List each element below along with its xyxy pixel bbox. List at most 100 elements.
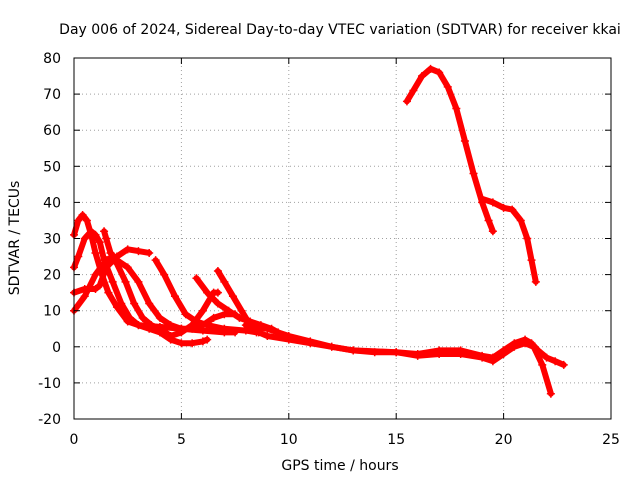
data-point-marker xyxy=(527,256,536,265)
data-point-marker xyxy=(402,97,411,106)
data-point-marker xyxy=(235,313,244,322)
data-point-marker xyxy=(166,321,175,330)
data-point-marker xyxy=(241,321,250,330)
data-point-marker xyxy=(546,389,555,398)
data-point-marker xyxy=(134,321,143,330)
data-point-marker xyxy=(488,227,497,236)
data-point-marker xyxy=(80,234,89,243)
data-point-marker xyxy=(499,203,508,212)
data-point-marker xyxy=(306,337,315,346)
data-point-marker xyxy=(192,274,201,283)
data-point-marker xyxy=(160,270,169,279)
data-point-marker xyxy=(443,82,452,91)
data-point-marker xyxy=(145,248,154,257)
data-point-marker xyxy=(125,313,134,322)
data-point-marker xyxy=(484,216,493,225)
y-tick-label: 30 xyxy=(43,232,61,248)
data-point-marker xyxy=(134,247,143,256)
data-point-marker xyxy=(220,310,229,319)
data-point-marker xyxy=(224,306,233,315)
data-point-marker xyxy=(95,281,104,290)
data-point-marker xyxy=(435,68,444,77)
data-point-marker xyxy=(121,277,130,286)
data-point-marker xyxy=(349,346,358,355)
data-point-marker xyxy=(456,350,465,359)
data-point-marker xyxy=(435,350,444,359)
data-point-marker xyxy=(112,256,121,265)
data-point-marker xyxy=(91,248,100,257)
data-point-marker xyxy=(80,292,89,301)
data-point-marker xyxy=(510,342,519,351)
data-point-marker xyxy=(166,331,175,340)
data-point-marker xyxy=(228,292,237,301)
data-point-marker xyxy=(460,137,469,146)
data-point-marker xyxy=(551,357,560,366)
data-point-marker xyxy=(237,306,246,315)
y-tick-label: -10 xyxy=(38,376,61,392)
data-point-marker xyxy=(123,263,132,272)
data-point-marker xyxy=(213,299,222,308)
data-point-marker xyxy=(478,194,487,203)
y-tick-label: 0 xyxy=(52,340,61,356)
data-point-marker xyxy=(102,256,111,265)
data-point-marker xyxy=(104,288,113,297)
data-point-marker xyxy=(102,234,111,243)
data-point-marker xyxy=(209,313,218,322)
data-point-marker xyxy=(263,331,272,340)
data-point-marker xyxy=(263,324,272,333)
data-point-marker xyxy=(188,324,197,333)
data-point-marker xyxy=(488,357,497,366)
data-point-marker xyxy=(155,313,164,322)
data-point-marker xyxy=(198,306,207,315)
data-point-marker xyxy=(91,270,100,279)
data-point-marker xyxy=(392,348,401,357)
data-point-marker xyxy=(87,227,96,236)
data-point-marker xyxy=(95,238,104,247)
axis-ticks: 0 5 10 15 20 25 -20 -10 0 10 20 30 40 50 60 70 80 xyxy=(38,51,620,448)
data-point-marker xyxy=(74,252,83,261)
x-tick-label: 5 xyxy=(177,432,186,448)
data-point-marker xyxy=(188,339,197,348)
data-point-marker xyxy=(220,277,229,286)
data-point-marker xyxy=(531,277,540,286)
data-point-marker xyxy=(409,86,418,95)
data-point-marker xyxy=(170,292,179,301)
data-point-marker xyxy=(123,245,132,254)
data-point-marker xyxy=(100,227,109,236)
y-tick-label: 20 xyxy=(43,268,61,284)
data-series xyxy=(70,64,568,398)
data-point-marker xyxy=(74,216,83,225)
data-point-marker xyxy=(151,256,160,265)
data-point-marker xyxy=(508,205,517,214)
y-axis-label: SDTVAR / TECUs xyxy=(7,181,23,296)
data-point-marker xyxy=(108,277,117,286)
data-point-marker xyxy=(155,324,164,333)
data-point-marker xyxy=(213,266,222,275)
data-point-marker xyxy=(117,299,126,308)
data-point-marker xyxy=(192,317,201,326)
data-point-marker xyxy=(203,321,212,330)
x-tick-label: 15 xyxy=(387,432,405,448)
data-point-marker xyxy=(452,104,461,113)
data-point-marker xyxy=(82,216,91,225)
data-point-marker xyxy=(529,342,538,351)
data-point-marker xyxy=(488,198,497,207)
data-point-marker xyxy=(413,351,422,360)
data-point-marker xyxy=(181,310,190,319)
data-point-marker xyxy=(213,288,222,297)
x-axis-label: GPS time / hours xyxy=(281,458,398,474)
data-point-marker xyxy=(112,303,121,312)
y-tick-label: 40 xyxy=(43,195,61,211)
data-point-marker xyxy=(203,335,212,344)
data-point-marker xyxy=(542,353,551,362)
x-tick-label: 20 xyxy=(495,432,513,448)
data-point-marker xyxy=(78,211,87,220)
x-tick-label: 10 xyxy=(280,432,298,448)
data-point-marker xyxy=(80,285,89,294)
data-point-marker xyxy=(521,339,530,348)
data-point-marker xyxy=(499,350,508,359)
data-point-marker xyxy=(138,313,147,322)
data-point-marker xyxy=(523,234,532,243)
data-point-marker xyxy=(469,169,478,178)
